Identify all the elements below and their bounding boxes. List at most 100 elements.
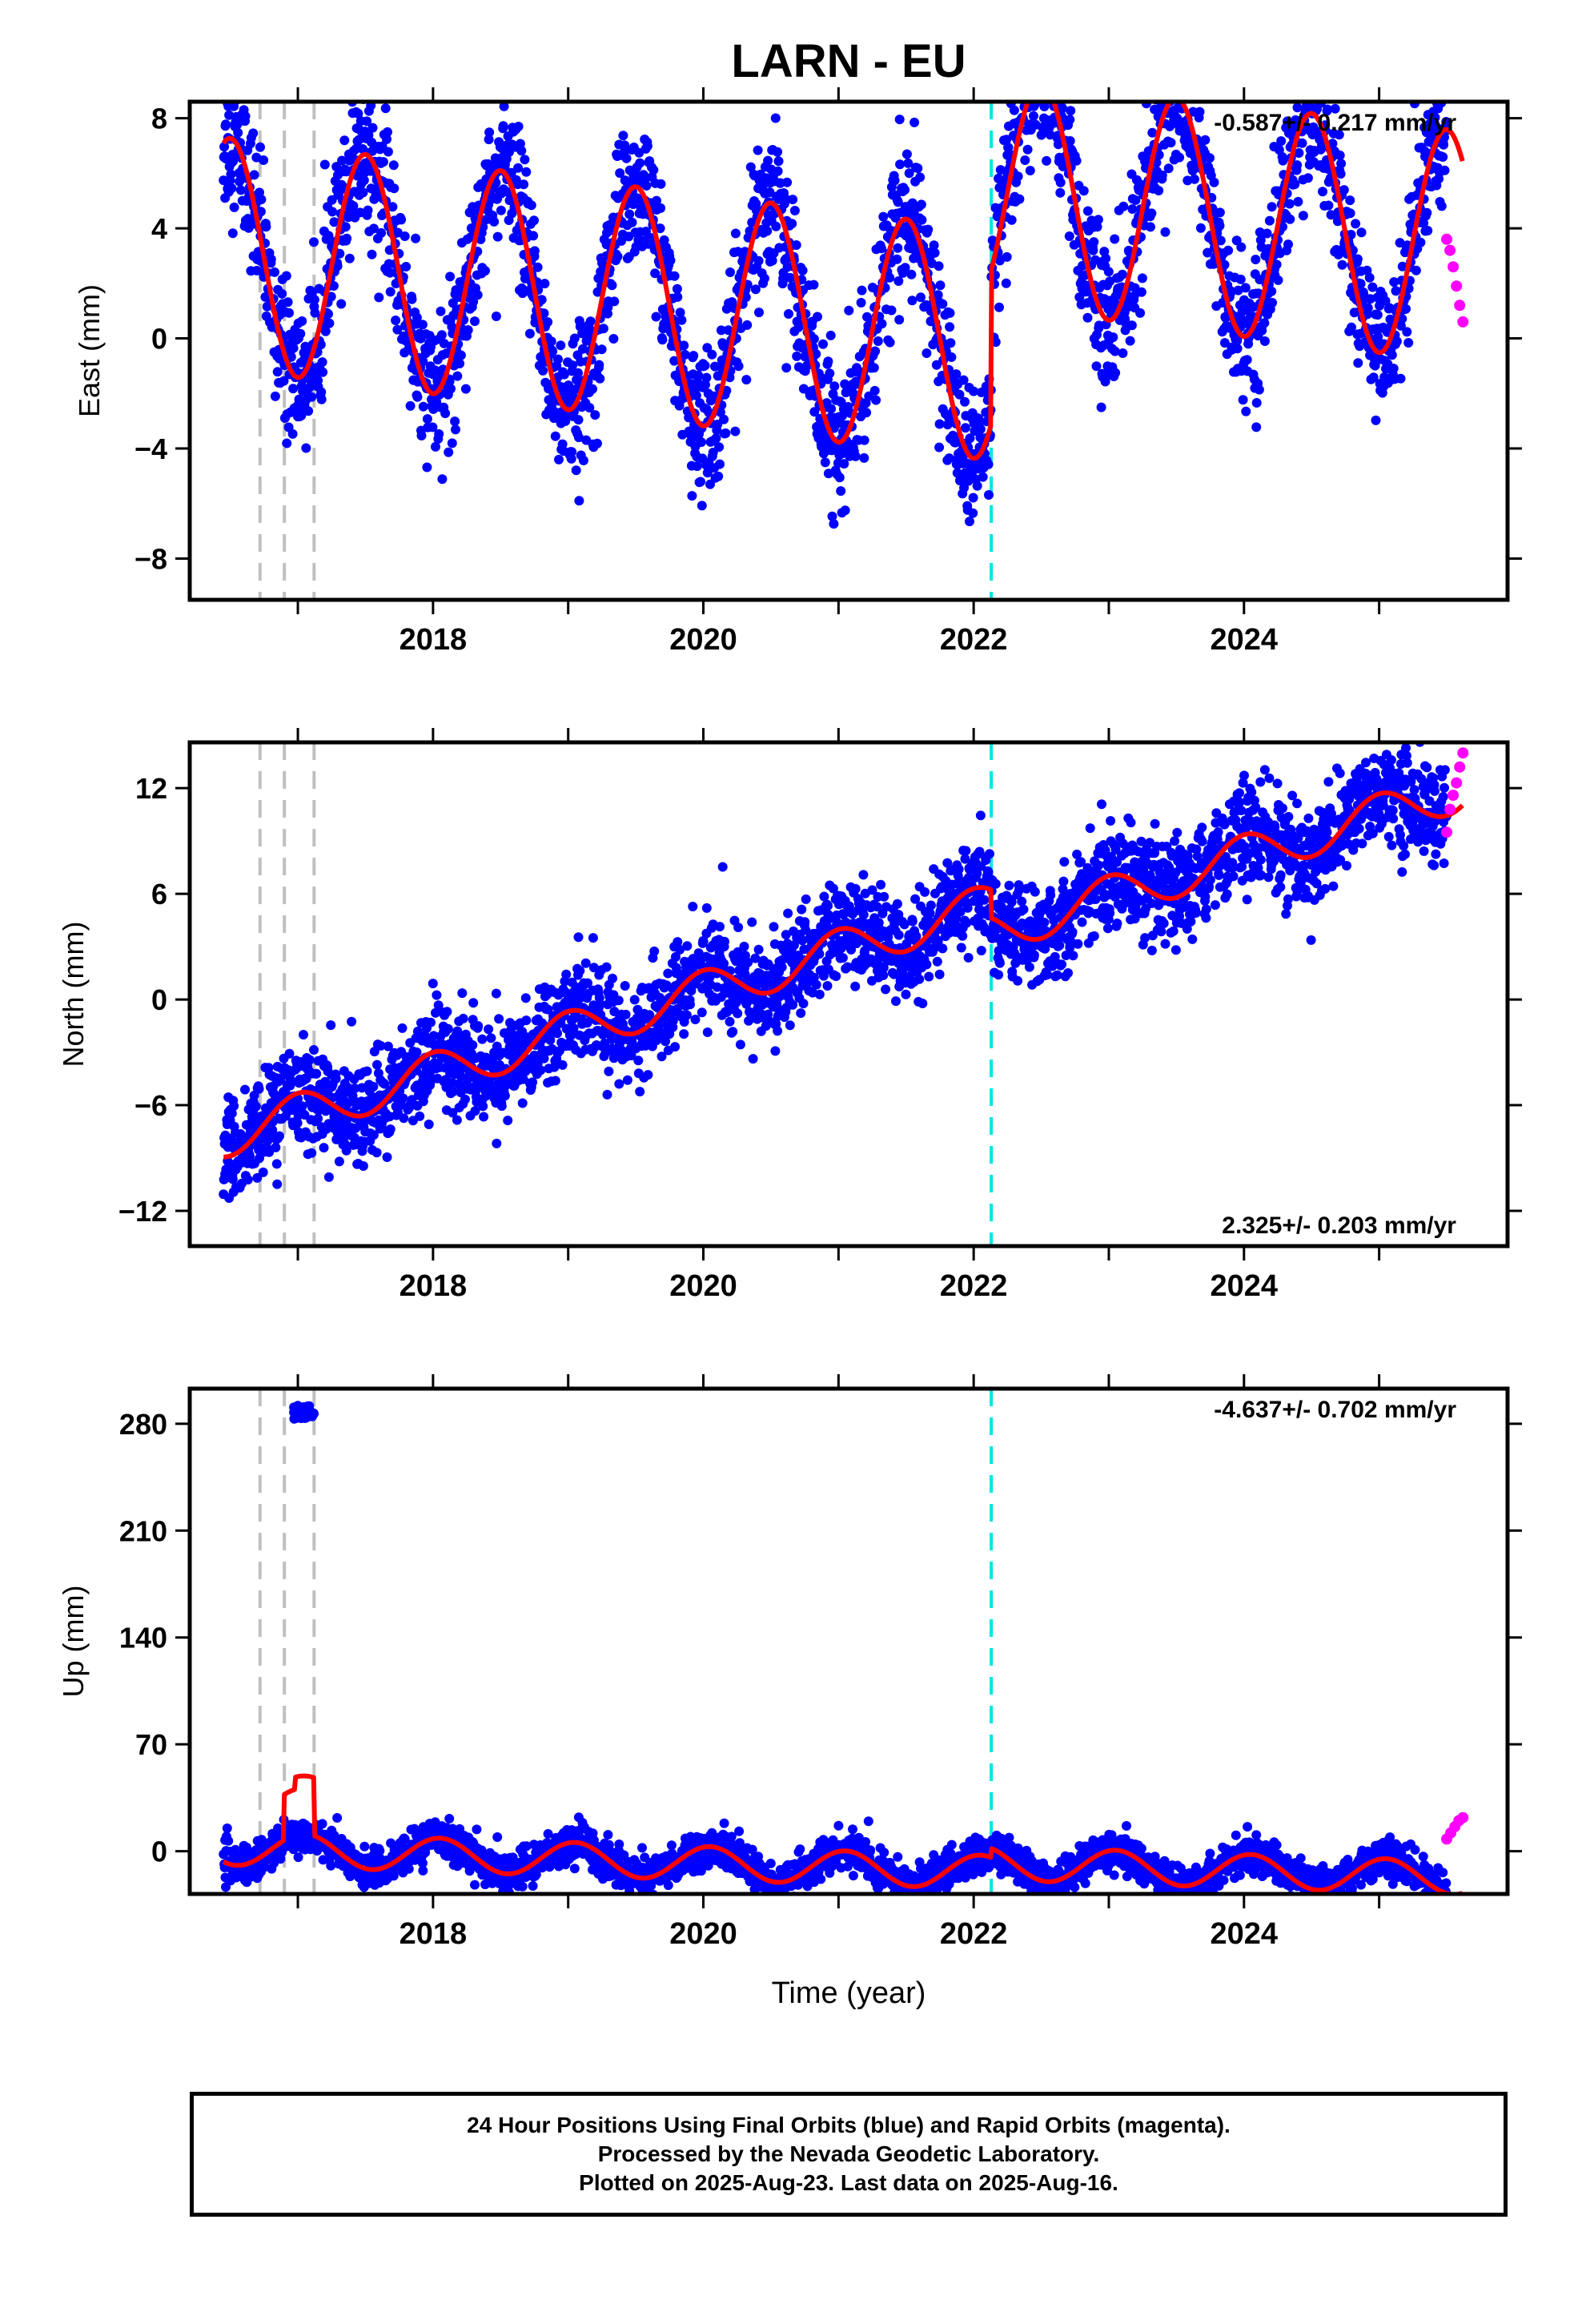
final-orbit-point: [500, 1091, 510, 1101]
final-orbit-point: [1387, 350, 1397, 360]
final-orbit-point: [347, 1016, 357, 1027]
final-orbit-point: [642, 141, 652, 151]
final-orbit-point: [1186, 22, 1196, 32]
final-orbit-point: [316, 394, 327, 404]
final-orbit-point: [1029, 23, 1038, 33]
final-orbit-point: [484, 127, 495, 138]
final-orbit-point: [227, 228, 238, 239]
final-orbit-point: [881, 984, 891, 995]
final-orbit-point: [297, 1101, 307, 1112]
final-orbit-point: [809, 279, 819, 290]
final-orbit-point: [620, 140, 630, 151]
final-orbit-point: [1166, 70, 1176, 79]
final-orbit-point: [344, 253, 355, 263]
final-orbit-point: [444, 376, 455, 387]
final-orbit-point: [934, 442, 945, 452]
final-orbit-point: [613, 995, 624, 1006]
final-orbit-point: [1024, 11, 1034, 21]
final-orbit-point: [923, 224, 934, 235]
final-orbit-point: [954, 389, 965, 400]
final-orbit-point: [1006, 215, 1017, 225]
final-orbit-point: [367, 249, 377, 259]
final-orbit-point: [931, 360, 942, 370]
final-orbit-point: [1362, 265, 1372, 275]
final-orbit-point: [261, 222, 271, 232]
final-orbit-point: [492, 1041, 502, 1051]
final-orbit-point: [1403, 338, 1414, 348]
final-orbit-point: [753, 944, 764, 955]
final-orbit-point: [1395, 238, 1405, 248]
final-orbit-point: [858, 910, 869, 920]
final-orbit-point: [829, 381, 840, 392]
final-orbit-point: [935, 280, 946, 291]
final-orbit-point: [323, 1172, 334, 1182]
final-orbit-point: [688, 902, 698, 911]
final-orbit-point: [1029, 111, 1038, 121]
final-orbit-point: [859, 452, 869, 463]
final-orbit-point: [1166, 138, 1176, 148]
final-orbit-point: [1082, 312, 1093, 323]
final-orbit-point: [1025, 54, 1034, 64]
final-orbit-point: [1035, 26, 1045, 35]
final-orbit-point: [728, 1027, 738, 1037]
final-orbit-point: [1034, 66, 1044, 75]
final-orbit-point: [1035, 82, 1045, 91]
final-orbit-point: [907, 296, 917, 306]
final-orbit-point: [1267, 202, 1277, 212]
final-orbit-point: [1055, 187, 1066, 198]
final-orbit-point: [784, 309, 793, 319]
final-orbit-point: [441, 348, 452, 359]
final-orbit-point: [629, 995, 640, 1005]
final-orbit-point: [624, 209, 635, 219]
final-orbit-point: [791, 240, 801, 250]
final-orbit-point: [1278, 155, 1288, 166]
final-orbit-point: [871, 395, 881, 405]
final-orbit-point: [692, 461, 702, 472]
final-orbit-point: [1103, 267, 1114, 277]
final-orbit-point: [895, 159, 905, 170]
final-orbit-point: [822, 981, 833, 991]
final-orbit-point: [1154, 186, 1164, 195]
final-orbit-point: [279, 376, 289, 386]
final-orbit-point: [245, 1152, 255, 1162]
final-orbit-point: [1179, 67, 1189, 77]
final-orbit-point: [1402, 327, 1412, 337]
final-orbit-point: [1303, 173, 1313, 183]
final-orbit-point: [1298, 211, 1308, 221]
final-orbit-point: [994, 302, 1004, 312]
final-orbit-point: [769, 922, 779, 932]
final-orbit-point: [894, 315, 905, 325]
final-orbit-point: [975, 416, 985, 427]
final-orbit-point: [889, 175, 900, 186]
final-orbit-point: [456, 350, 466, 360]
final-orbit-point: [1022, 144, 1033, 155]
final-orbit-point: [443, 1023, 453, 1034]
rapid-orbit-point: [1441, 233, 1452, 245]
final-orbit-point: [229, 202, 239, 212]
final-orbit-point: [494, 1014, 504, 1024]
final-orbit-point: [1431, 123, 1442, 133]
final-orbit-point: [226, 87, 235, 97]
final-orbit-point: [571, 465, 581, 476]
final-orbit-point: [1082, 206, 1093, 216]
final-orbit-point: [1050, 89, 1060, 99]
final-orbit-point: [339, 135, 350, 146]
final-orbit-point: [498, 70, 508, 80]
final-orbit-point: [288, 384, 299, 394]
final-orbit-point: [657, 335, 668, 345]
final-orbit-point: [753, 255, 764, 266]
final-orbit-point: [877, 243, 886, 254]
final-orbit-point: [893, 197, 903, 207]
final-orbit-point: [1164, 74, 1174, 83]
final-orbit-point: [557, 1059, 568, 1070]
final-orbit-point: [372, 1059, 382, 1070]
final-orbit-point: [1368, 372, 1379, 383]
final-orbit-point: [1233, 285, 1243, 296]
final-orbit-point: [917, 215, 927, 225]
final-orbit-point: [444, 447, 454, 457]
final-orbit-point: [295, 328, 306, 339]
final-orbit-point: [717, 862, 728, 872]
final-orbit-point: [1290, 179, 1300, 190]
final-orbit-point: [1317, 47, 1327, 57]
final-orbit-point: [759, 273, 769, 283]
